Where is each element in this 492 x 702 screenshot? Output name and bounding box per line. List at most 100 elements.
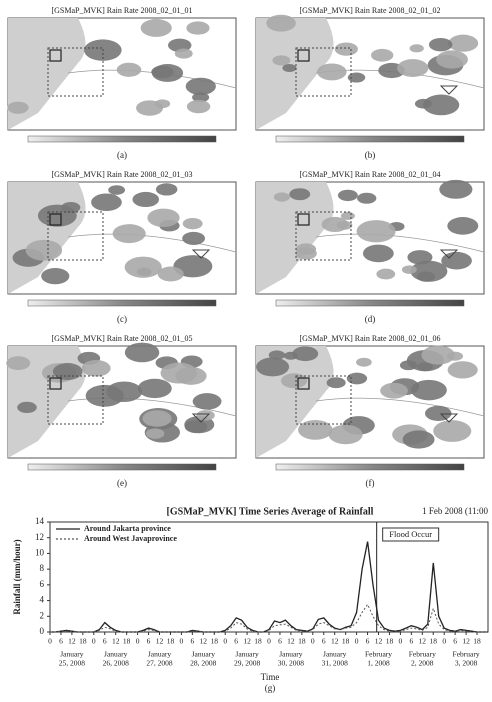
- colorbar: [276, 300, 464, 306]
- map-title: [GSMaP_MVK] Rain Rate 2008_02_01_01: [51, 6, 192, 15]
- rain-cell: [348, 73, 365, 83]
- panel-label: (a): [117, 150, 127, 160]
- y-axis-label: Rainfall (mm/hour): [12, 539, 22, 614]
- rain-cell: [26, 240, 63, 261]
- rain-cell: [187, 100, 210, 113]
- x-tick-label: 18: [211, 637, 219, 646]
- rain-cell: [38, 205, 77, 227]
- chart-title: [GSMaP_MVK] Time Series Average of Rainf…: [167, 506, 374, 517]
- rain-cell: [281, 373, 307, 388]
- rain-cell: [138, 379, 172, 398]
- rain-cell: [356, 358, 372, 367]
- x-tick-label: 18: [342, 637, 350, 646]
- day-month: January: [192, 650, 216, 659]
- rain-cell: [186, 21, 209, 34]
- y-tick-label: 6: [40, 579, 45, 589]
- x-tick-label: 12: [375, 637, 383, 646]
- day-date: 27, 2008: [146, 659, 173, 668]
- rain-cell: [175, 48, 193, 58]
- rain-cell: [407, 250, 432, 264]
- x-tick-label: 6: [322, 637, 326, 646]
- rain-cell: [410, 44, 424, 52]
- y-tick-label: 2: [40, 610, 45, 620]
- map-title: [GSMaP_MVK] Rain Rate 2008_02_01_02: [299, 6, 440, 15]
- rain-cell: [158, 267, 184, 282]
- rain-cell: [256, 357, 289, 376]
- x-tick-label: 0: [48, 637, 52, 646]
- x-tick-label: 18: [298, 637, 306, 646]
- y-tick-label: 4: [40, 595, 45, 605]
- rain-cell: [317, 63, 346, 80]
- rain-cell: [322, 217, 349, 232]
- rain-cell: [417, 272, 435, 282]
- y-tick-label: 0: [40, 626, 45, 636]
- x-tick-label: 0: [223, 637, 227, 646]
- y-tick-label: 14: [35, 516, 45, 526]
- rain-cell: [371, 49, 393, 62]
- panel-label: (c): [117, 314, 127, 324]
- rain-cell: [376, 269, 395, 280]
- day-date: 25, 2008: [59, 659, 86, 668]
- colorbar: [276, 136, 464, 142]
- rain-cell: [421, 346, 454, 365]
- rain-cell: [284, 352, 298, 360]
- rain-cell: [82, 360, 111, 376]
- rain-cell: [6, 356, 30, 370]
- map-panel: [GSMaP_MVK] Rain Rate 2008_02_01_04(d): [256, 170, 484, 324]
- rain-cell: [423, 95, 459, 116]
- rain-cell: [447, 217, 478, 235]
- rain-cell: [125, 343, 159, 363]
- map-panel: [GSMaP_MVK] Rain Rate 2008_02_01_05(e): [6, 334, 236, 488]
- y-tick-label: 10: [35, 547, 45, 557]
- x-tick-label: 0: [399, 637, 403, 646]
- rain-cell: [106, 381, 142, 402]
- rain-cell: [147, 209, 179, 227]
- y-tick-label: 8: [40, 563, 45, 573]
- x-tick-label: 12: [243, 637, 251, 646]
- x-tick-label: 12: [419, 637, 427, 646]
- map-title: [GSMaP_MVK] Rain Rate 2008_02_01_04: [299, 170, 440, 179]
- x-tick-label: 6: [147, 637, 151, 646]
- x-tick-label: 6: [366, 637, 370, 646]
- day-month: January: [279, 650, 303, 659]
- map-title: [GSMaP_MVK] Rain Rate 2008_02_01_06: [299, 334, 440, 343]
- map-panel: [GSMaP_MVK] Rain Rate 2008_02_01_01 (a): [7, 6, 236, 160]
- rain-cell: [156, 183, 178, 195]
- day-month: January: [104, 650, 128, 659]
- rain-cell: [182, 232, 205, 245]
- x-tick-label: 0: [355, 637, 359, 646]
- rain-cell: [125, 257, 162, 278]
- day-month: January: [60, 650, 84, 659]
- map-panel: [GSMaP_MVK] Rain Rate 2008_02_01_02(b): [256, 6, 484, 160]
- rain-cell: [289, 188, 310, 200]
- rain-cell: [433, 420, 471, 442]
- panel-label: (f): [366, 478, 375, 488]
- map-panel: [GSMaP_MVK] Rain Rate 2008_02_01_03(c): [8, 170, 236, 324]
- rain-cell: [196, 410, 214, 421]
- day-date: 30, 2008: [278, 659, 305, 668]
- x-tick-label: 12: [112, 637, 120, 646]
- x-tick-label: 0: [267, 637, 271, 646]
- x-tick-label: 18: [386, 637, 394, 646]
- day-date: 1, 2008: [367, 659, 390, 668]
- x-tick-label: 6: [190, 637, 194, 646]
- x-tick-label: 0: [180, 637, 184, 646]
- series-line: [50, 605, 488, 633]
- rain-cell: [113, 224, 146, 243]
- rain-cell: [193, 393, 222, 409]
- rain-cell: [272, 55, 290, 65]
- colorbar: [28, 464, 216, 470]
- rain-cell: [143, 410, 172, 427]
- day-date: 31, 2008: [322, 659, 349, 668]
- rain-cell: [347, 373, 367, 385]
- map-title: [GSMaP_MVK] Rain Rate 2008_02_01_05: [51, 334, 192, 343]
- rain-cell: [146, 428, 164, 438]
- rain-cell: [183, 218, 203, 229]
- rain-cell: [397, 59, 428, 77]
- x-tick-label: 6: [103, 637, 107, 646]
- panel-label: (g): [265, 683, 276, 693]
- x-tick-label: 12: [331, 637, 339, 646]
- figure: [GSMaP_MVK] Rain Rate 2008_02_01_01(a)[G…: [0, 0, 492, 702]
- day-month: January: [235, 650, 259, 659]
- day-month: February: [409, 650, 436, 659]
